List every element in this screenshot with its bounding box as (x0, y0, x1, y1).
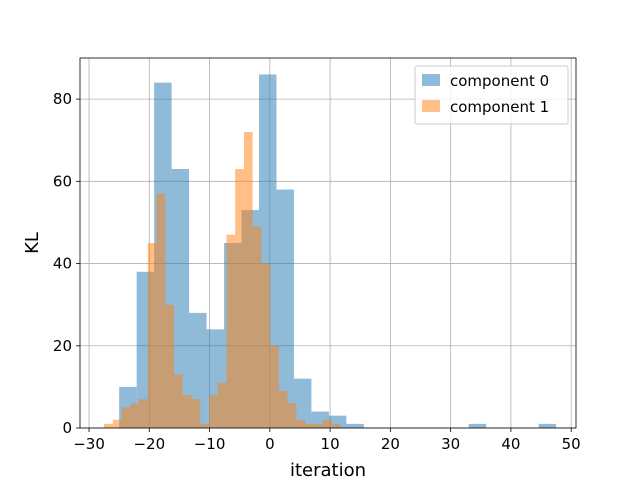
y-tick-label: 0 (62, 419, 72, 437)
bar-component-1 (104, 423, 113, 428)
bar-component-0 (276, 189, 294, 428)
bar-component-0 (171, 169, 190, 428)
y-tick-label: 40 (53, 255, 72, 273)
bar-component-0 (293, 378, 312, 428)
bar-component-0 (346, 423, 364, 428)
bar-component-1 (112, 419, 122, 428)
x-tick-label: −10 (194, 435, 226, 453)
legend-swatch-component-0 (422, 74, 440, 86)
x-tick-label: 30 (441, 435, 460, 453)
x-axis-ticks: −30 −20 −10 0 10 20 30 40 50 (73, 428, 581, 453)
bar-component-1 (130, 403, 140, 428)
bar-component-1 (261, 263, 271, 428)
bar-component-1 (165, 304, 175, 428)
plot-frame (79, 57, 577, 429)
bar-component-1 (331, 423, 341, 428)
bar-component-1 (252, 226, 262, 428)
bar-component-1 (235, 169, 244, 428)
legend-box (414, 65, 569, 125)
bar-component-1 (174, 374, 183, 428)
bar-component-1 (147, 243, 157, 428)
bar-component-1 (156, 193, 166, 428)
x-axis-label: iteration (290, 460, 366, 480)
bar-component-1 (139, 399, 148, 428)
bar-component-1 (182, 395, 192, 428)
bar-component-1 (121, 407, 131, 428)
bar-component-0 (538, 423, 557, 428)
y-tick-label: 80 (53, 90, 72, 108)
bar-component-1 (217, 382, 227, 428)
x-tick-label: −30 (73, 435, 105, 453)
bar-component-1 (278, 391, 288, 428)
bar-component-1 (208, 395, 218, 428)
bar-component-1 (191, 399, 201, 428)
legend-label-component-1: component 1 (450, 98, 549, 116)
bar-component-1 (322, 419, 332, 428)
x-tick-label: 20 (381, 435, 400, 453)
legend-swatch-component-1 (422, 100, 440, 112)
bar-component-1 (226, 234, 236, 428)
x-tick-label: −20 (133, 435, 165, 453)
x-tick-label: 0 (265, 435, 275, 453)
bar-component-1 (296, 419, 306, 428)
y-axis-label: KL (22, 232, 43, 254)
x-tick-label: 10 (321, 435, 340, 453)
bar-component-1 (270, 345, 279, 428)
legend-label-component-0: component 0 (450, 72, 549, 90)
bar-component-1 (243, 132, 253, 428)
y-axis-ticks: 0 20 40 60 80 (53, 90, 80, 437)
x-tick-label: 50 (562, 435, 581, 453)
histogram-bars (104, 74, 557, 429)
y-tick-label: 60 (53, 172, 72, 190)
bar-component-1 (200, 423, 209, 428)
bar-component-1 (313, 423, 323, 428)
y-tick-label: 20 (53, 337, 72, 355)
legend: component 0 component 1 (414, 65, 569, 125)
bar-component-0 (468, 423, 487, 428)
bar-component-1 (287, 403, 297, 428)
x-tick-label: 40 (501, 435, 520, 453)
bar-component-1 (305, 423, 314, 428)
